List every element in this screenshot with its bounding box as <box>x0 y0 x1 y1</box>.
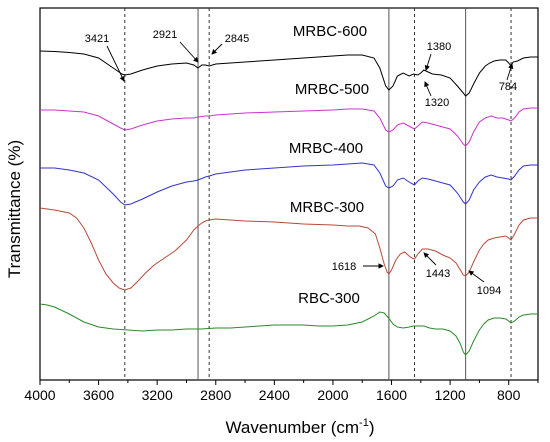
peak-arrow-1094 <box>468 270 485 283</box>
peak-arrow-3421 <box>106 45 125 82</box>
x-tick-label-1600: 1600 <box>376 387 407 403</box>
peak-label-2921: 2921 <box>153 29 177 41</box>
peak-label-1443: 1443 <box>426 268 450 280</box>
x-tick-label-2000: 2000 <box>317 387 348 403</box>
x-axis-label: Wavenumber (cm-1) <box>226 417 375 437</box>
peak-label-3421: 3421 <box>85 33 109 45</box>
series-line-mrbc-300 <box>39 207 538 291</box>
peak-label-1618: 1618 <box>332 261 356 273</box>
series-line-mrbc-500 <box>40 107 538 147</box>
peak-arrow-2921 <box>179 41 199 63</box>
x-tick-label-4000: 4000 <box>24 387 55 403</box>
x-tick-label-3200: 3200 <box>142 387 173 403</box>
peak-arrow-784 <box>506 63 514 81</box>
series-label-mrbc-600: MRBC-600 <box>293 23 367 40</box>
series-label-mrbc-300: MRBC-300 <box>290 199 364 216</box>
x-tick-label-1200: 1200 <box>435 387 466 403</box>
peak-annotations: 3421 2921 2845 1380 1320 784 1618 1443 1094 <box>85 29 517 297</box>
plot-border <box>39 7 539 381</box>
series-label-rbc-300: RBC-300 <box>298 290 360 307</box>
x-tick-label-3600: 3600 <box>83 387 114 403</box>
x-tick-label-2400: 2400 <box>259 387 290 403</box>
peak-label-1380: 1380 <box>427 41 451 53</box>
x-axis: 4000 3600 3200 2800 2400 2000 1600 1200 800 <box>24 380 539 403</box>
peak-arrow-1320 <box>424 81 432 97</box>
series-layer <box>39 50 538 356</box>
peak-arrow-1380 <box>424 53 432 71</box>
peak-label-1320: 1320 <box>425 97 449 109</box>
peak-arrow-1443 <box>423 252 437 266</box>
x-tick-label-2800: 2800 <box>200 387 231 403</box>
peak-label-2845: 2845 <box>225 33 249 45</box>
peak-label-784: 784 <box>499 81 517 93</box>
x-tick-label-800: 800 <box>497 387 521 403</box>
series-line-mrbc-600 <box>39 50 538 97</box>
series-label-mrbc-400: MRBC-400 <box>289 140 363 157</box>
peak-arrow-2845 <box>211 43 223 55</box>
reference-lines <box>124 8 512 380</box>
series-label-mrbc-500: MRBC-500 <box>295 81 369 98</box>
peak-label-1094: 1094 <box>477 285 501 297</box>
series-labels: MRBC-600 MRBC-500 MRBC-400 MRBC-300 RBC-300 <box>289 23 369 307</box>
series-line-mrbc-400 <box>40 162 538 206</box>
y-axis-label: Transmittance (%) <box>5 140 24 278</box>
series-line-rbc-300 <box>39 303 538 356</box>
